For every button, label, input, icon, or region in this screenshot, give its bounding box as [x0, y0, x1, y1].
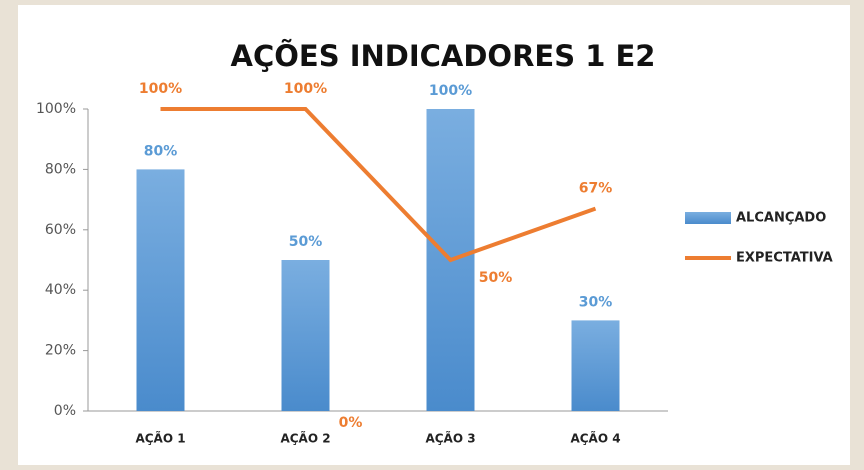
legend-label: EXPECTATIVA — [736, 251, 833, 266]
bar — [136, 169, 185, 411]
chart-title: AÇÕES INDICADORES 1 E2 — [231, 39, 656, 73]
annotation: 0% — [339, 415, 363, 431]
x-tick-label: AÇÃO 3 — [425, 431, 475, 446]
y-tick-label: 80% — [45, 161, 76, 177]
legend-label: ALCANÇADO — [736, 211, 826, 226]
legend-swatch — [685, 212, 731, 224]
y-tick-label: 60% — [45, 222, 76, 238]
value-label: 50% — [479, 270, 513, 286]
y-tick-label: 100% — [36, 101, 76, 117]
value-label: 67% — [579, 181, 613, 197]
value-label: 100% — [284, 81, 327, 97]
x-tick-label: AÇÃO 2 — [280, 431, 330, 446]
y-tick-label: 20% — [45, 343, 76, 359]
y-tick-label: 40% — [45, 282, 76, 298]
x-tick-label: AÇÃO 4 — [570, 431, 620, 446]
y-tick-label: 0% — [54, 403, 76, 419]
value-label: 80% — [144, 143, 178, 159]
value-label: 30% — [579, 294, 613, 310]
value-label: 50% — [289, 234, 323, 250]
value-label: 100% — [429, 83, 472, 99]
bar — [571, 320, 620, 411]
x-tick-label: AÇÃO 1 — [135, 431, 185, 446]
line — [160, 107, 597, 263]
value-label: 100% — [139, 81, 182, 97]
bar — [281, 260, 330, 411]
